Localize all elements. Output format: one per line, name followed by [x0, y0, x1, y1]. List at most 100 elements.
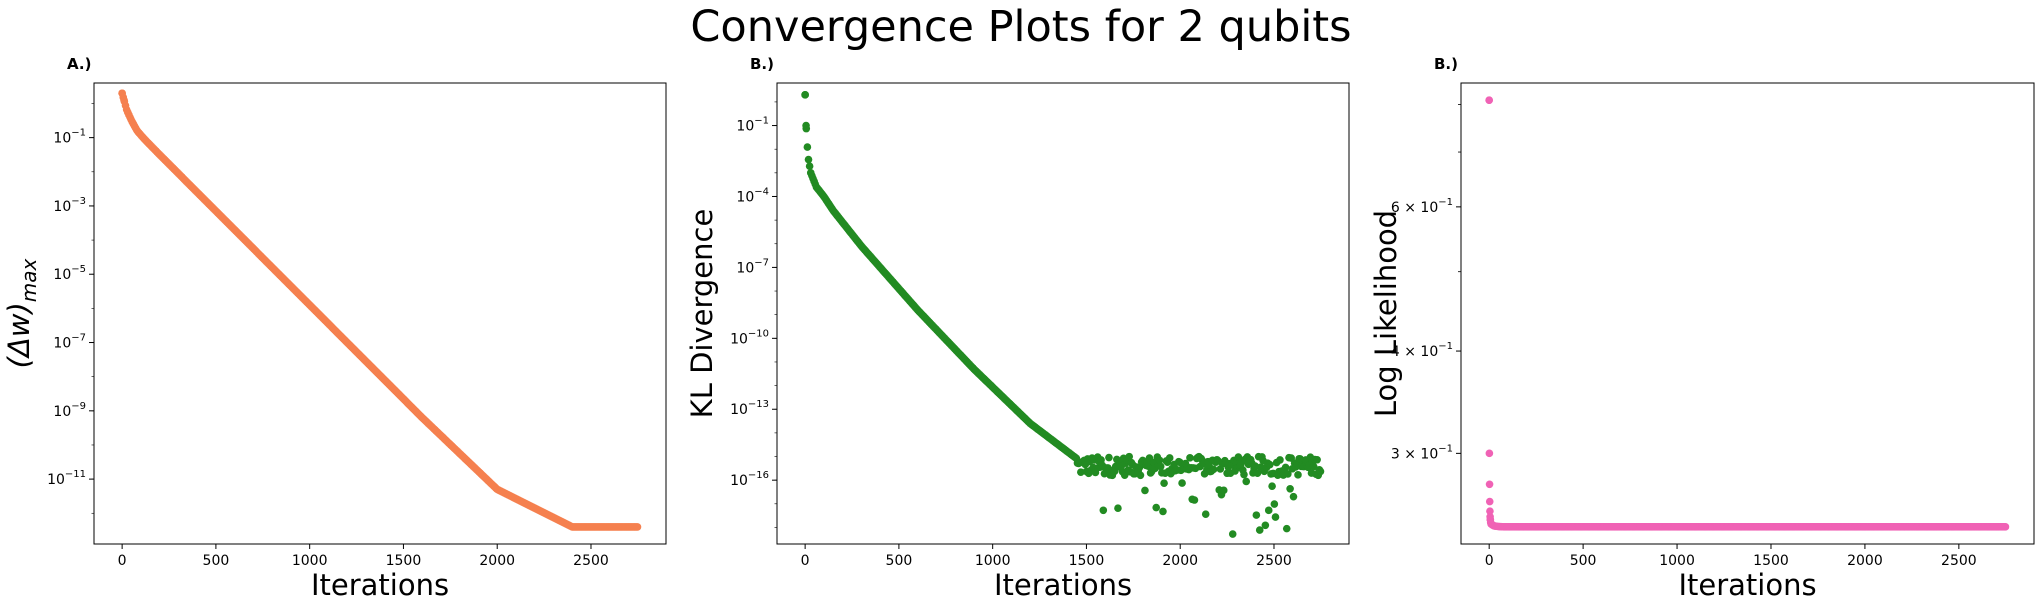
data-point	[633, 523, 642, 531]
x-tick-label: 1500	[1069, 553, 1105, 569]
y-axis-label: KL Divergence	[685, 209, 719, 419]
x-tick-label: 2000	[479, 553, 515, 569]
data-point	[1240, 470, 1248, 479]
data-point	[1316, 467, 1325, 476]
y-tick-label: 10−7	[736, 257, 769, 276]
data-point	[1313, 455, 1321, 464]
data-point	[1286, 484, 1294, 493]
data-point	[804, 155, 813, 164]
data-point	[1271, 513, 1280, 521]
x-tick-label: 0	[118, 553, 127, 569]
y-tick-label: 10−1	[736, 116, 769, 135]
y-tick-label: 10−16	[730, 470, 769, 489]
data-series	[118, 89, 642, 531]
y-axis-label: Log Likelihood	[1369, 210, 1403, 417]
figure-title: Convergence Plots for 2 qubits	[690, 2, 1352, 52]
data-point	[1296, 455, 1305, 463]
data-point	[1114, 504, 1122, 512]
data-point	[1276, 456, 1284, 464]
y-tick-label: 3 × 10−1	[1391, 443, 1453, 462]
data-point	[1309, 462, 1318, 471]
panel-3: B.) 0 500 1000 1500 2000 2500 6 × 10−1 4 × 10−1 3…	[1369, 55, 2035, 602]
x-axis-label: Iterations	[1678, 568, 1816, 602]
data-point	[803, 143, 812, 151]
y-axis-label: (Δw)max	[2, 258, 41, 368]
data-point	[1152, 503, 1161, 512]
plot-frame	[776, 82, 1350, 545]
y-tick-label: 4 × 10−1	[1391, 341, 1453, 360]
data-point	[801, 91, 809, 99]
data-point	[1219, 486, 1228, 495]
data-point	[1485, 96, 1493, 104]
y-tick-label: 6 × 10−1	[1391, 197, 1453, 216]
y-tick-label: 10−11	[47, 469, 86, 488]
panel-1: A.) 0 500 1000 1500 2000 2500 10−1 10−3 10−5 10−7 1…	[2, 55, 667, 602]
data-point	[2001, 523, 2010, 531]
data-point	[1270, 500, 1279, 508]
data-point	[1294, 471, 1302, 479]
data-point	[1125, 452, 1134, 461]
data-point	[1155, 456, 1164, 465]
data-point	[1141, 486, 1149, 495]
data-series	[801, 91, 1325, 538]
x-tick-label: 0	[801, 553, 810, 569]
data-point	[1228, 530, 1237, 538]
data-point	[1485, 449, 1494, 458]
y-tick-label: 10−4	[736, 186, 769, 205]
x-tick-label: 500	[1570, 553, 1597, 569]
data-point	[1284, 470, 1292, 478]
plot-frame	[93, 82, 667, 545]
data-point	[1160, 479, 1168, 487]
data-point	[1261, 521, 1270, 530]
data-point	[805, 162, 814, 171]
data-point	[1242, 477, 1251, 486]
x-tick-label: 1000	[1659, 553, 1695, 569]
data-point	[1156, 462, 1165, 471]
data-point	[1201, 510, 1210, 519]
data-point	[1077, 468, 1085, 476]
data-point	[1264, 506, 1273, 515]
data-series	[1485, 96, 2010, 531]
panel-label: B.)	[1434, 55, 1458, 73]
panel-2: B.) 0 500 1000 1500 2000 2500 10−1 10−4 10−7 10−10…	[685, 55, 1350, 602]
y-tick-label: 10−9	[53, 401, 86, 420]
data-point	[1485, 480, 1494, 489]
data-point	[118, 89, 126, 98]
data-point	[1186, 454, 1194, 462]
y-tick-label: 10−1	[53, 128, 86, 147]
x-axis-label: Iterations	[311, 568, 449, 602]
data-point	[1105, 453, 1113, 462]
data-point	[1485, 497, 1494, 506]
panel-label: A.)	[67, 55, 91, 73]
data-point	[1487, 520, 1495, 528]
x-tick-label: 2000	[1162, 553, 1198, 569]
x-tick-label: 500	[886, 553, 913, 569]
data-point	[1255, 526, 1264, 534]
x-tick-label: 1500	[386, 553, 422, 569]
y-tick-label: 10−7	[53, 333, 86, 352]
y-tick-label: 10−5	[53, 264, 86, 283]
x-tick-label: 2500	[573, 553, 609, 569]
data-point	[1282, 524, 1291, 533]
x-tick-label: 1500	[1753, 553, 1789, 569]
x-tick-label: 2500	[1941, 553, 1977, 569]
x-tick-label: 2500	[1256, 553, 1292, 569]
data-point	[802, 121, 810, 130]
y-tick-label: 10−10	[730, 328, 769, 347]
panel-label: B.)	[750, 55, 774, 73]
data-point	[1165, 454, 1174, 462]
data-point	[120, 96, 128, 104]
x-tick-label: 1000	[292, 553, 328, 569]
plot-frame	[1460, 82, 2035, 545]
data-point	[1253, 469, 1262, 477]
x-tick-label: 1000	[975, 553, 1011, 569]
data-point	[1178, 479, 1186, 487]
data-point	[1209, 465, 1218, 474]
x-axis-label: Iterations	[994, 568, 1132, 602]
data-point	[1486, 507, 1494, 515]
x-tick-label: 0	[1485, 553, 1494, 569]
data-point	[1281, 463, 1290, 472]
data-point	[1252, 511, 1261, 519]
y-tick-label: 10−3	[53, 196, 86, 215]
